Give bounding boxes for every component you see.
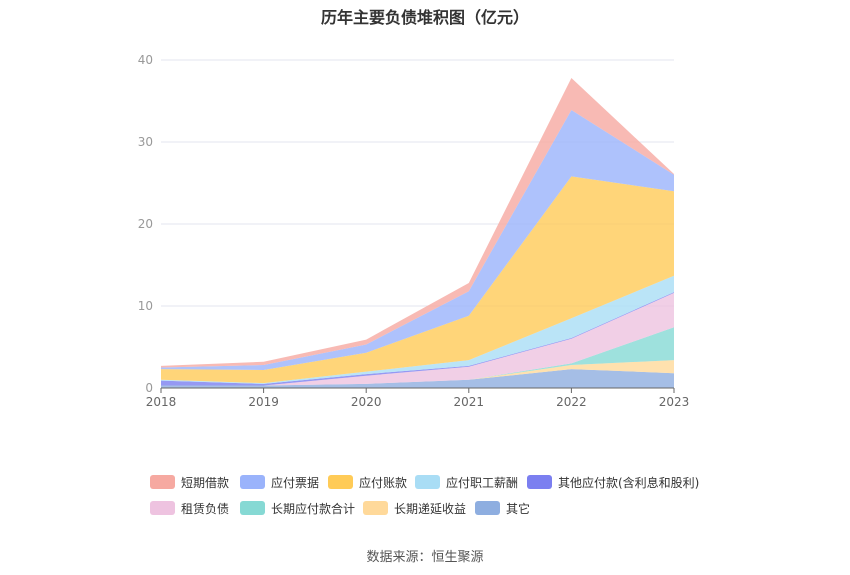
legend-item-short-term-borrowing[interactable]: 短期借款	[150, 472, 229, 492]
legend-item-lease-liabilities[interactable]: 租赁负债	[150, 498, 229, 518]
x-tick-label: 2018	[146, 395, 177, 409]
legend-item-other-payables[interactable]: 其他应付款(含利息和股利)	[527, 472, 699, 492]
legend-label: 长期应付款合计	[271, 501, 356, 516]
legend-item-notes-payable[interactable]: 应付票据	[240, 472, 319, 492]
area-series[interactable]	[161, 176, 674, 384]
legend-item-accounts-payable[interactable]: 应付账款	[328, 472, 407, 492]
x-tick-label: 2021	[454, 395, 485, 409]
legend-swatch	[415, 475, 440, 489]
legend: 短期借款 应付票据 应付账款 应付职工薪酬 其他应付款(含利息和股利)	[150, 472, 750, 524]
legend-item-long-term-payables[interactable]: 长期应付款合计	[240, 498, 355, 518]
legend-row-2: 租赁负债 长期应付款合计 长期递延收益 其它	[150, 498, 750, 524]
legend-label: 应付职工薪酬	[446, 475, 519, 490]
legend-label: 其它	[506, 501, 531, 516]
area-series[interactable]	[161, 292, 674, 386]
legend-swatch	[527, 475, 552, 489]
legend-label: 应付账款	[359, 475, 408, 490]
legend-label: 短期借款	[181, 475, 230, 490]
area-series[interactable]	[161, 369, 674, 388]
legend-swatch	[363, 501, 388, 515]
y-tick-label: 40	[138, 53, 153, 67]
x-tick-label: 2023	[659, 395, 690, 409]
legend-label: 应付票据	[271, 475, 320, 490]
axis-layer: 0 10 20 30 40 2018 2019 2020 2021 2022 2023	[138, 53, 690, 409]
legend-item-deferred-income[interactable]: 长期递延收益	[363, 498, 466, 518]
y-tick-label: 0	[145, 381, 153, 395]
legend-row-1: 短期借款 应付票据 应付账款 应付职工薪酬 其他应付款(含利息和股利)	[150, 472, 750, 498]
y-tick-label: 10	[138, 299, 153, 313]
data-source: 数据来源：恒生聚源	[366, 550, 484, 565]
legend-item-payroll-payable[interactable]: 应付职工薪酬	[415, 472, 518, 492]
legend-swatch	[240, 501, 265, 515]
y-tick-label: 30	[138, 135, 153, 149]
legend-swatch	[475, 501, 500, 515]
legend-item-others[interactable]: 其它	[475, 498, 530, 518]
x-tick-label: 2022	[556, 395, 587, 409]
x-tick-label: 2020	[351, 395, 382, 409]
area-layer	[161, 78, 674, 388]
area-series[interactable]	[161, 292, 674, 386]
area-series[interactable]	[161, 360, 674, 386]
legend-swatch	[150, 475, 175, 489]
y-tick-label: 20	[138, 217, 153, 231]
legend-label: 长期递延收益	[394, 501, 467, 516]
legend-label: 租赁负债	[181, 501, 230, 516]
legend-swatch	[328, 475, 353, 489]
legend-swatch	[150, 501, 175, 515]
area-series[interactable]	[161, 110, 674, 370]
legend-label: 其他应付款(含利息和股利)	[558, 475, 700, 490]
area-series[interactable]	[161, 78, 674, 368]
chart-title: 历年主要负债堆积图（亿元）	[320, 8, 529, 27]
area-series[interactable]	[161, 275, 674, 384]
x-tick-label: 2019	[248, 395, 279, 409]
legend-swatch	[240, 475, 265, 489]
